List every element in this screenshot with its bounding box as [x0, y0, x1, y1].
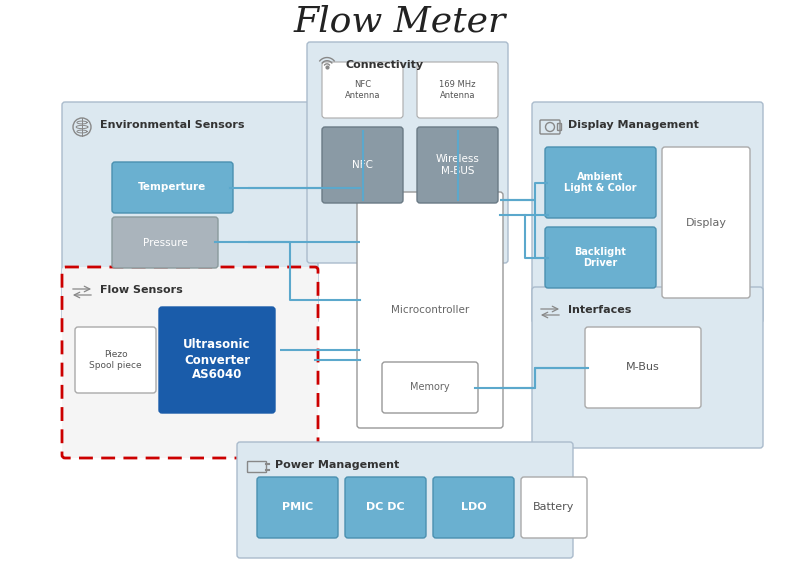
Text: Piezo
Spool piece: Piezo Spool piece	[89, 350, 142, 370]
Text: DC DC: DC DC	[366, 503, 405, 512]
FancyBboxPatch shape	[322, 127, 403, 203]
FancyBboxPatch shape	[307, 42, 508, 263]
Text: Interfaces: Interfaces	[568, 305, 631, 315]
FancyBboxPatch shape	[322, 62, 403, 118]
Text: NFC: NFC	[352, 160, 373, 170]
Text: Microcontroller: Microcontroller	[391, 305, 469, 315]
Text: Connectivity: Connectivity	[345, 60, 423, 70]
Text: 169 MHz
Antenna: 169 MHz Antenna	[439, 80, 476, 100]
FancyBboxPatch shape	[237, 442, 573, 558]
FancyBboxPatch shape	[345, 477, 426, 538]
Text: Environmental Sensors: Environmental Sensors	[100, 120, 245, 130]
FancyBboxPatch shape	[159, 307, 275, 413]
Text: Ambient
Light & Color: Ambient Light & Color	[564, 171, 637, 194]
FancyBboxPatch shape	[62, 102, 318, 323]
Text: PMIC: PMIC	[282, 503, 313, 512]
Text: Display Management: Display Management	[568, 120, 699, 130]
Text: Memory: Memory	[410, 383, 450, 392]
FancyBboxPatch shape	[662, 147, 750, 298]
Text: Display: Display	[686, 217, 726, 228]
Text: Flow Meter: Flow Meter	[294, 5, 506, 39]
Text: LDO: LDO	[461, 503, 486, 512]
Text: Temperture: Temperture	[138, 182, 206, 192]
Text: NFC
Antenna: NFC Antenna	[345, 80, 380, 100]
FancyBboxPatch shape	[521, 477, 587, 538]
FancyBboxPatch shape	[585, 327, 701, 408]
Text: Ultrasonic
Converter
AS6040: Ultrasonic Converter AS6040	[183, 338, 250, 381]
FancyBboxPatch shape	[357, 192, 503, 428]
FancyBboxPatch shape	[433, 477, 514, 538]
Text: M-Bus: M-Bus	[626, 362, 660, 372]
Text: Pressure: Pressure	[142, 238, 187, 247]
FancyBboxPatch shape	[545, 147, 656, 218]
FancyBboxPatch shape	[112, 217, 218, 268]
FancyBboxPatch shape	[545, 227, 656, 288]
Text: Battery: Battery	[534, 503, 574, 512]
FancyBboxPatch shape	[417, 62, 498, 118]
FancyBboxPatch shape	[532, 287, 763, 448]
FancyBboxPatch shape	[417, 127, 498, 203]
Text: Flow Sensors: Flow Sensors	[100, 285, 182, 295]
Text: Backlight
Driver: Backlight Driver	[574, 247, 626, 268]
FancyBboxPatch shape	[62, 267, 318, 458]
Text: Wireless
M-BUS: Wireless M-BUS	[435, 154, 479, 176]
FancyBboxPatch shape	[257, 477, 338, 538]
FancyBboxPatch shape	[112, 162, 233, 213]
FancyBboxPatch shape	[532, 102, 763, 323]
Text: Power Management: Power Management	[275, 460, 399, 470]
FancyBboxPatch shape	[382, 362, 478, 413]
FancyBboxPatch shape	[75, 327, 156, 393]
